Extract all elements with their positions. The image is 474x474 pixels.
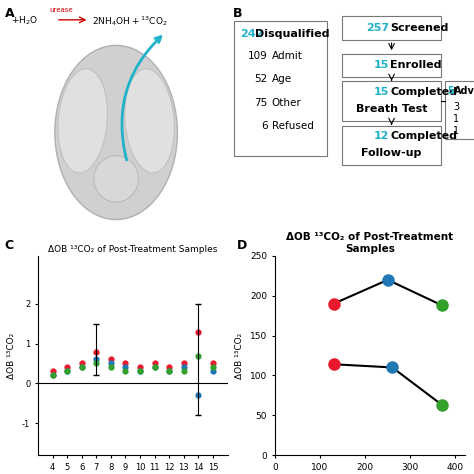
Y-axis label: ΔOB ¹³CO₂: ΔOB ¹³CO₂ [236,332,245,379]
Text: 15: 15 [374,60,389,70]
FancyBboxPatch shape [342,17,441,40]
Text: A: A [5,7,14,20]
Text: Age: Age [272,74,292,84]
Text: 75: 75 [254,98,267,108]
Text: Screened: Screened [391,23,449,33]
Text: C: C [5,239,14,252]
FancyBboxPatch shape [446,82,474,139]
FancyBboxPatch shape [342,54,441,77]
FancyBboxPatch shape [342,82,441,121]
Text: 6: 6 [261,121,267,131]
Text: 5: 5 [447,86,455,96]
Ellipse shape [58,69,108,173]
Y-axis label: ΔOB ¹³CO₂: ΔOB ¹³CO₂ [8,332,17,379]
Text: 3: 3 [453,102,459,112]
Text: Completed: Completed [391,87,457,97]
Text: Disqualified: Disqualified [255,29,329,39]
Text: 52: 52 [254,74,267,84]
Text: B: B [233,7,243,20]
Text: 109: 109 [248,51,267,61]
Text: 1: 1 [453,126,459,136]
Text: Enrolled: Enrolled [391,60,442,70]
Text: Follow-up: Follow-up [361,148,422,158]
Text: Completed: Completed [391,131,457,141]
Title: ΔOB ¹³CO₂ of Post-Treatment Samples: ΔOB ¹³CO₂ of Post-Treatment Samples [48,245,218,254]
Text: D: D [237,239,247,252]
Text: $\mathrm{2NH_4OH + {}^{13}CO_2}$: $\mathrm{2NH_4OH + {}^{13}CO_2}$ [91,14,167,28]
Text: Breath Test: Breath Test [356,104,428,114]
Text: 1: 1 [453,114,459,124]
Ellipse shape [55,46,177,219]
Text: Admit: Admit [272,51,303,61]
Text: urease: urease [49,7,73,13]
Text: 12: 12 [374,131,389,141]
Ellipse shape [125,69,174,173]
Text: 242: 242 [240,29,264,39]
Text: Other: Other [272,98,301,108]
FancyBboxPatch shape [342,126,441,165]
Text: Refused: Refused [272,121,314,131]
Text: $+\mathrm{H_2O}$: $+\mathrm{H_2O}$ [11,14,38,27]
Text: Adve: Adve [454,86,474,96]
Text: 15: 15 [374,87,389,97]
Text: 257: 257 [366,23,389,33]
FancyBboxPatch shape [235,21,327,155]
Ellipse shape [94,155,138,202]
Title: ΔOB ¹³CO₂ of Post-Treatment
Samples: ΔOB ¹³CO₂ of Post-Treatment Samples [286,232,453,254]
